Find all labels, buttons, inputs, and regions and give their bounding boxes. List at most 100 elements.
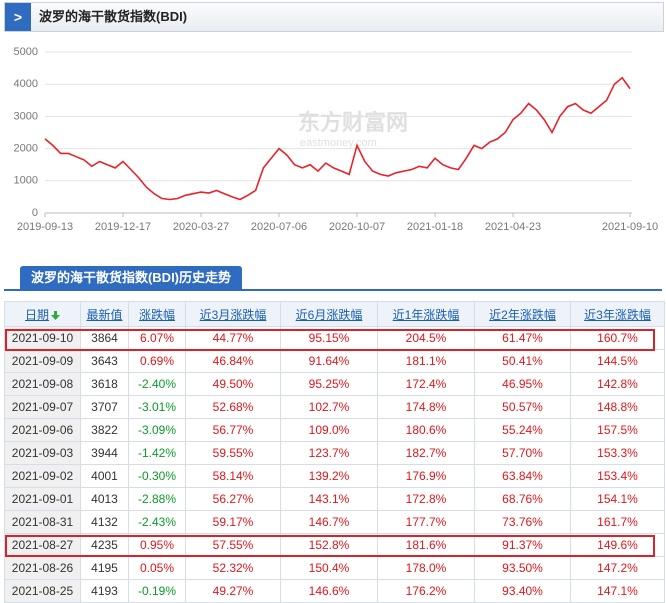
table-row: 2021-09-10 3864 6.07% 44.77% 95.15% 204.5% 61.…: [4, 326, 665, 350]
x-tick-label: 2021-01-18: [407, 221, 463, 233]
value-cell: -1.42%: [128, 441, 186, 465]
tab-underline: [4, 289, 662, 291]
y-tick-label: 3000: [14, 110, 38, 122]
date-cell: 2021-08-25: [4, 579, 81, 603]
y-tick-label: 4000: [14, 78, 38, 90]
date-cell: 2021-09-06: [4, 418, 81, 442]
value-cell: 146.6%: [280, 579, 378, 603]
watermark-name: 东方财富网: [298, 110, 408, 135]
column-header[interactable]: 近6月涨跌幅: [280, 301, 378, 327]
value-cell: 177.7%: [377, 510, 475, 534]
value-cell: 3643: [80, 349, 129, 373]
value-cell: 61.47%: [474, 326, 571, 350]
value-cell: 3944: [80, 441, 129, 465]
x-tick-label: 2019-09-13: [17, 221, 73, 233]
value-cell: 178.0%: [377, 556, 475, 580]
value-cell: 148.8%: [570, 395, 665, 419]
value-cell: 46.95%: [474, 372, 571, 396]
value-cell: 176.9%: [377, 464, 475, 488]
value-cell: 143.1%: [280, 487, 378, 511]
value-cell: 3707: [80, 395, 129, 419]
value-cell: 180.6%: [377, 418, 475, 442]
value-cell: 147.2%: [570, 556, 665, 580]
value-cell: 50.57%: [474, 395, 571, 419]
column-header[interactable]: 近2年涨跌幅: [474, 301, 571, 327]
date-cell: 2021-09-09: [4, 349, 81, 373]
value-cell: 55.24%: [474, 418, 571, 442]
value-cell: 176.2%: [377, 579, 475, 603]
y-tick-label: 2000: [14, 143, 38, 155]
sort-icon: [51, 310, 60, 320]
y-tick-label: 0: [32, 207, 38, 219]
column-header[interactable]: 最新值: [80, 301, 129, 327]
value-cell: 95.25%: [280, 372, 378, 396]
value-cell: 3822: [80, 418, 129, 442]
column-header[interactable]: 涨跌幅: [128, 301, 186, 327]
value-cell: 4132: [80, 510, 129, 534]
value-cell: 142.8%: [570, 372, 665, 396]
date-cell: 2021-09-01: [4, 487, 81, 511]
x-tick-label: 2020-03-27: [173, 221, 229, 233]
column-header[interactable]: 近1年涨跌幅: [377, 301, 475, 327]
value-cell: 160.7%: [570, 326, 665, 350]
table-row: 2021-09-03 3944 -1.42% 59.55% 123.7% 182.7% 57…: [4, 441, 665, 465]
date-cell: 2021-08-31: [4, 510, 81, 534]
value-cell: 4013: [80, 487, 129, 511]
column-header[interactable]: 日期: [4, 301, 81, 327]
date-cell: 2021-09-08: [4, 372, 81, 396]
watermark: 东方财富网 eastmoney.com: [298, 110, 408, 149]
value-cell: 59.17%: [185, 510, 281, 534]
value-cell: 46.84%: [185, 349, 281, 373]
value-cell: 152.8%: [280, 533, 378, 557]
y-tick-label: 5000: [14, 46, 38, 58]
column-header[interactable]: 近3年涨跌幅: [570, 301, 665, 327]
value-cell: 0.69%: [128, 349, 186, 373]
date-cell: 2021-09-07: [4, 395, 81, 419]
column-header[interactable]: 近3月涨跌幅: [185, 301, 281, 327]
table-row: 2021-09-02 4001 -0.30% 58.14% 139.2% 176.9% 63…: [4, 464, 665, 488]
value-cell: 63.84%: [474, 464, 571, 488]
x-tick-label: 2020-10-07: [329, 221, 385, 233]
value-cell: 149.6%: [570, 533, 665, 557]
table-row: 2021-08-25 4193 -0.19% 49.27% 146.6% 176.2% 93…: [4, 579, 665, 603]
table-row: 2021-09-09 3643 0.69% 46.84% 91.64% 181.1% 50.…: [4, 349, 665, 373]
table-row: 2021-09-06 3822 -3.09% 56.77% 109.0% 180.6% 55…: [4, 418, 665, 442]
value-cell: 181.6%: [377, 533, 475, 557]
value-cell: 56.77%: [185, 418, 281, 442]
y-tick-label: 1000: [14, 175, 38, 187]
value-cell: 181.1%: [377, 349, 475, 373]
value-cell: 157.5%: [570, 418, 665, 442]
value-cell: 4235: [80, 533, 129, 557]
value-cell: 91.37%: [474, 533, 571, 557]
value-cell: -0.19%: [128, 579, 186, 603]
value-cell: -3.01%: [128, 395, 186, 419]
value-cell: 44.77%: [185, 326, 281, 350]
value-cell: 73.76%: [474, 510, 571, 534]
value-cell: 123.7%: [280, 441, 378, 465]
value-cell: 49.50%: [185, 372, 281, 396]
value-cell: 68.76%: [474, 487, 571, 511]
table-row: 2021-08-27 4235 0.95% 57.55% 152.8% 181.6% 91.…: [4, 533, 665, 557]
x-tick-label: 2019-12-17: [95, 221, 151, 233]
value-cell: 204.5%: [377, 326, 475, 350]
expand-icon[interactable]: >: [5, 3, 31, 31]
value-cell: -2.43%: [128, 510, 186, 534]
value-cell: 93.50%: [474, 556, 571, 580]
value-cell: 182.7%: [377, 441, 475, 465]
value-cell: -3.09%: [128, 418, 186, 442]
value-cell: -2.88%: [128, 487, 186, 511]
value-cell: 144.5%: [570, 349, 665, 373]
history-table: 日期 最新值 涨跌幅 近3月涨跌幅 近6月涨跌幅 近1年涨跌幅 近2年涨跌幅 近3年涨跌幅 2…: [4, 301, 665, 603]
value-cell: 50.41%: [474, 349, 571, 373]
table-row: 2021-08-26 4195 0.05% 52.32% 150.4% 178.0% 93.…: [4, 556, 665, 580]
table-row: 2021-09-01 4013 -2.88% 56.27% 143.1% 172.8% 68…: [4, 487, 665, 511]
value-cell: -0.30%: [128, 464, 186, 488]
date-cell: 2021-09-02: [4, 464, 81, 488]
table-row: 2021-09-08 3618 -2.40% 49.50% 95.25% 172.4% 46…: [4, 372, 665, 396]
value-cell: 154.1%: [570, 487, 665, 511]
chart: 东方财富网 eastmoney.com 0 1000 2000 3000 4000 500…: [14, 46, 659, 233]
section-tab[interactable]: 波罗的海干散货指数(BDI)历史走势: [20, 266, 242, 290]
header-row: 日期 最新值 涨跌幅 近3月涨跌幅 近6月涨跌幅 近1年涨跌幅 近2年涨跌幅 近3年涨跌幅: [4, 301, 665, 327]
value-cell: 52.32%: [185, 556, 281, 580]
x-tick-label: 2021-09-10: [602, 221, 658, 233]
